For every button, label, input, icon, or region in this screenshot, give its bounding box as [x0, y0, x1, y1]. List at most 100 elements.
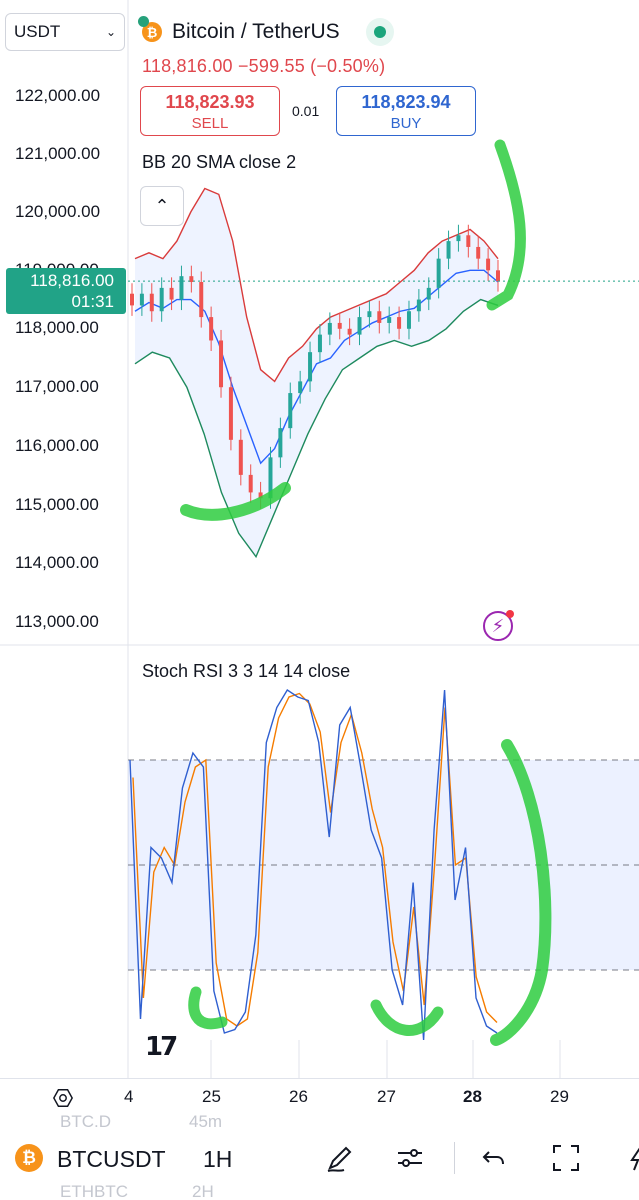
- candle-body: [347, 328, 352, 335]
- currency-value: USDT: [14, 22, 61, 41]
- buy-price: 118,823.94: [361, 92, 451, 112]
- date-axis: 4 25 26 27 28 29: [0, 1078, 639, 1116]
- price-axis-label: 118,000.00: [15, 318, 99, 337]
- candle-body: [406, 311, 411, 329]
- candle-body: [327, 322, 332, 335]
- candle-body: [476, 246, 481, 259]
- indicator-settings-icon[interactable]: [392, 1140, 428, 1176]
- lot-size[interactable]: 0.01: [292, 103, 320, 119]
- symbol-title[interactable]: Bitcoin / TetherUS: [172, 20, 340, 43]
- candle-body: [466, 235, 471, 247]
- buy-label: BUY: [390, 115, 422, 132]
- candle-body: [169, 287, 174, 300]
- undo-icon[interactable]: [476, 1140, 512, 1176]
- candle-body: [248, 474, 253, 493]
- candle-body: [268, 457, 273, 499]
- candle-body: [397, 317, 402, 329]
- stoch-k-line: [129, 689, 498, 1041]
- bitcoin-icon: ₿: [15, 1144, 43, 1172]
- candle-body: [298, 381, 303, 394]
- price-change: 118,816.00 −599.55 (−0.50%): [142, 56, 386, 76]
- annotation-stroke: [370, 999, 444, 1036]
- toolbar-divider: [454, 1142, 455, 1174]
- candle-body: [317, 334, 322, 353]
- candle-body: [238, 439, 243, 475]
- bb-indicator-label[interactable]: BB 20 SMA close 2: [142, 152, 297, 172]
- price-axis-label: 120,000.00: [15, 202, 101, 221]
- sell-button[interactable]: 118,823.93 SELL: [140, 86, 280, 136]
- fullscreen-icon[interactable]: [548, 1140, 584, 1176]
- chart-area[interactable]: [0, 0, 639, 1078]
- bitcoin-icon: ₿: [138, 16, 162, 42]
- symbol-selector[interactable]: BTCUSDT: [57, 1146, 166, 1172]
- stoch-d-line: [132, 692, 498, 1027]
- candle-body: [159, 287, 164, 312]
- price-axis-label: 122,000.00: [15, 86, 101, 105]
- annotation-stroke: [486, 139, 526, 311]
- tradingview-logo: 17: [145, 1032, 178, 1062]
- candle-body: [308, 352, 313, 382]
- candle-body: [436, 258, 441, 288]
- price-axis-label: 117,000.00: [15, 377, 99, 396]
- notification-dot: [506, 610, 514, 618]
- candle-body: [337, 322, 342, 329]
- annotation-stroke: [490, 739, 552, 1046]
- candle-body: [387, 317, 392, 323]
- bb-lower-line: [134, 298, 499, 559]
- candle-body: [199, 282, 204, 318]
- candle-body: [179, 276, 184, 300]
- candle-body: [278, 428, 283, 458]
- price-axis-label: 116,000.00: [15, 436, 99, 455]
- candle-body: [149, 293, 154, 312]
- candle-body: [258, 492, 263, 499]
- candle-body: [357, 317, 362, 335]
- last-price-value: 118,816.00: [30, 271, 114, 290]
- stoch-rsi-label[interactable]: Stoch RSI 3 3 14 14 close: [142, 661, 351, 681]
- ghost-symbol: ETHBTC 2H: [60, 1182, 214, 1200]
- date-label: 29: [550, 1087, 569, 1106]
- lightning-icon[interactable]: ⚡: [483, 610, 514, 641]
- chevron-down-icon: ⌄: [105, 25, 116, 39]
- collapse-indicators-button[interactable]: ⌃: [140, 186, 184, 226]
- candle-body: [139, 293, 144, 306]
- tether-icon: [138, 16, 149, 27]
- price-axis-label: 114,000.00: [15, 553, 99, 572]
- candle-body: [446, 241, 451, 259]
- candle-body: [130, 293, 134, 306]
- market-open-icon: [365, 18, 394, 46]
- date-label-current: 28: [463, 1087, 482, 1106]
- date-label: 25: [202, 1087, 221, 1106]
- annotation-stroke: [180, 482, 291, 521]
- bar-countdown: 01:31: [71, 292, 114, 311]
- candle-body: [426, 287, 431, 300]
- date-label: 26: [289, 1087, 308, 1106]
- axis-settings-icon[interactable]: [52, 1087, 74, 1109]
- bb-basis-line: [134, 269, 499, 465]
- buy-button[interactable]: 118,823.94 BUY: [336, 86, 476, 136]
- sell-price: 118,823.93: [165, 92, 255, 112]
- candle-body: [288, 393, 293, 429]
- interval-selector[interactable]: 1H: [203, 1146, 233, 1172]
- candle-body: [486, 258, 491, 271]
- candle-body: [228, 387, 233, 440]
- bb-band-fill: [135, 188, 498, 557]
- candle-body: [219, 340, 224, 388]
- candle-body: [189, 276, 194, 283]
- currency-select[interactable]: USDT ⌄: [5, 13, 125, 51]
- price-axis-label: 113,000.00: [15, 612, 99, 631]
- candle-body: [377, 311, 382, 323]
- symbol-header: ₿ Bitcoin / TetherUS: [138, 16, 394, 46]
- ghost-symbol: BTC.D 45m: [60, 1112, 223, 1131]
- bb-upper-line: [134, 187, 499, 383]
- candle-body: [209, 317, 214, 341]
- last-price-tag: 118,816.00 01:31: [6, 268, 126, 314]
- candle-body: [416, 299, 421, 312]
- candle-body: [456, 235, 461, 242]
- price-axis-label: 115,000.00: [15, 495, 99, 514]
- draw-pen-icon[interactable]: [322, 1140, 358, 1176]
- date-label: 27: [377, 1087, 396, 1106]
- bottom-toolbar: ₿ BTCUSDT 1H: [0, 1130, 639, 1186]
- more-icon[interactable]: [618, 1140, 639, 1176]
- date-label: 4: [124, 1087, 134, 1106]
- candle-body: [496, 270, 500, 282]
